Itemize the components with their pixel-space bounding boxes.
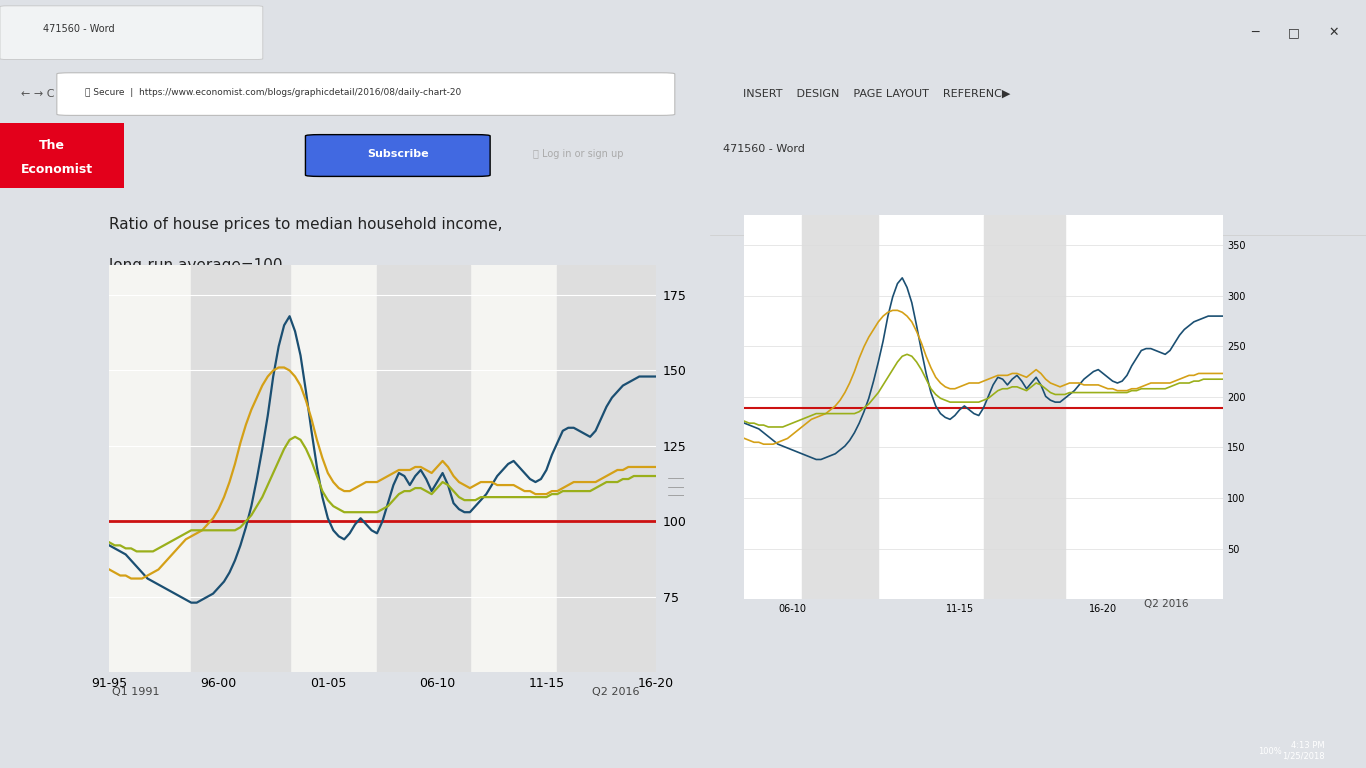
- Text: ─: ─: [1251, 26, 1258, 39]
- Text: 471560 - Word: 471560 - Word: [724, 144, 806, 154]
- Text: ← → C: ← → C: [22, 89, 55, 99]
- Bar: [377, 265, 470, 672]
- Text: Ratio of house prices to median household income,: Ratio of house prices to median househol…: [109, 217, 503, 232]
- Text: 🔒 Secure  |  https://www.economist.com/blogs/graphicdetail/2016/08/daily-chart-2: 🔒 Secure | https://www.economist.com/blo…: [85, 88, 462, 98]
- Bar: [0, 123, 124, 188]
- FancyBboxPatch shape: [306, 134, 490, 177]
- Text: Subscribe: Subscribe: [367, 149, 429, 159]
- Text: long-run average=100: long-run average=100: [109, 258, 283, 273]
- Bar: [557, 265, 656, 672]
- Text: Q2 2016: Q2 2016: [1143, 599, 1188, 609]
- Bar: [984, 215, 1065, 599]
- Text: The: The: [40, 139, 66, 152]
- FancyBboxPatch shape: [57, 73, 675, 115]
- Text: Economist: Economist: [22, 164, 93, 177]
- Text: □: □: [1288, 26, 1300, 39]
- Text: 👤 Log in or sign up: 👤 Log in or sign up: [533, 149, 623, 159]
- Text: ✕: ✕: [1328, 26, 1339, 39]
- Text: 471560 - Word: 471560 - Word: [42, 25, 115, 35]
- Bar: [191, 265, 290, 672]
- FancyBboxPatch shape: [0, 6, 262, 59]
- Text: Q2 2016: Q2 2016: [591, 687, 639, 697]
- Text: 4:13 PM
1/25/2018: 4:13 PM 1/25/2018: [1283, 741, 1325, 761]
- Text: 100%: 100%: [1258, 746, 1283, 756]
- Bar: [802, 215, 878, 599]
- Text: INSERT    DESIGN    PAGE LAYOUT    REFERENC▶: INSERT DESIGN PAGE LAYOUT REFERENC▶: [743, 89, 1011, 99]
- Text: Q1 1991: Q1 1991: [112, 687, 160, 697]
